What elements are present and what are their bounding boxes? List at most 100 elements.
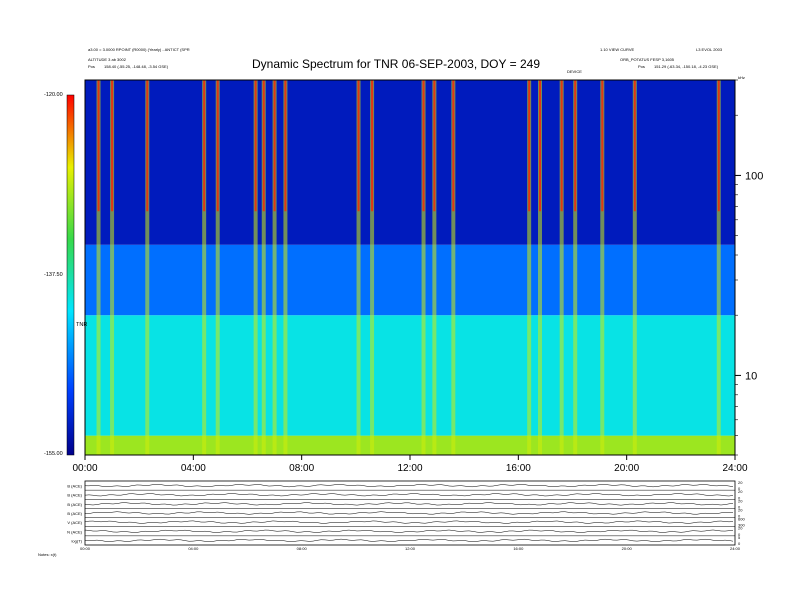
- burst-column: [527, 80, 532, 455]
- burst-column: [432, 80, 437, 455]
- footer-notes: Notes: x(t): [38, 552, 57, 557]
- header-left-line1: a3.00 = 3.0000 RPOINT (R0000) (Yearly) -…: [88, 47, 190, 52]
- burst-column: [215, 80, 220, 455]
- stack-trace: [84, 502, 734, 506]
- stack-tick-label: 20: [738, 498, 743, 503]
- x-tick-label: 08:00: [289, 463, 314, 474]
- x-tick-label: 16:00: [506, 463, 531, 474]
- spectrum-band: [85, 244, 735, 316]
- stack-tick-label: 0: [738, 532, 741, 537]
- x-tick-label: 12:00: [397, 463, 422, 474]
- x-tick-label: 24:00: [722, 463, 747, 474]
- burst-column: [356, 80, 361, 455]
- stack-panel-label: B (ACE): [67, 493, 82, 498]
- stack-tick-label: 0: [738, 541, 741, 546]
- stack-x-tick-label: 16:00: [513, 546, 524, 551]
- burst-column: [145, 80, 150, 455]
- burst-core: [146, 80, 149, 212]
- burst-core: [357, 80, 360, 212]
- burst-core: [203, 80, 206, 212]
- burst-column: [451, 80, 456, 455]
- stack-tick-label: 20: [738, 507, 743, 512]
- burst-column: [96, 80, 101, 455]
- stack-tick-label: 0: [738, 514, 741, 519]
- stack-trace: [84, 538, 734, 542]
- stack-tick-label: 600: [738, 517, 745, 522]
- burst-core: [433, 80, 436, 212]
- burst-core: [216, 80, 219, 212]
- stack-tick-label: 20: [738, 480, 743, 485]
- stack-trace: [84, 529, 734, 533]
- y-tick-label: 10: [745, 370, 757, 382]
- stack-tick-label: 20: [738, 526, 743, 531]
- burst-core: [539, 80, 541, 212]
- burst-column: [559, 80, 564, 455]
- header-right-corner: L3 EVOL 2003: [696, 47, 723, 52]
- x-tick-label: 20:00: [614, 463, 639, 474]
- burst-column: [110, 80, 115, 455]
- stack-tick-label: 0: [738, 504, 741, 509]
- stack-trace: [84, 493, 734, 497]
- colorbar: [66, 94, 75, 456]
- header-left-pos-label: Pos: [88, 64, 95, 69]
- header-right-line1: 1.10 VIEW CURVE: [600, 47, 635, 52]
- burst-column: [261, 80, 266, 455]
- header-left-line2: ALTITUDE 3 ab 3002: [88, 57, 126, 62]
- burst-column: [573, 80, 578, 455]
- burst-core: [422, 80, 425, 212]
- burst-core: [560, 80, 563, 212]
- spectrum-band: [85, 435, 735, 455]
- burst-column: [600, 80, 605, 455]
- burst-column: [253, 80, 258, 455]
- stack-x-tick-label: 24:00: [730, 546, 741, 551]
- header-right-line2: ORB_POTATUS FESP 3,1605: [620, 57, 675, 62]
- header-left-pos-value: 158.40 (-55.25, -148.48, -3.54 GSE): [104, 64, 169, 69]
- burst-core: [528, 80, 531, 212]
- burst-core: [717, 80, 720, 212]
- burst-core: [452, 80, 455, 212]
- burst-column: [421, 80, 426, 455]
- stack-trace: [84, 520, 734, 524]
- burst-core: [111, 80, 114, 212]
- burst-column: [632, 80, 637, 455]
- header-right-pos-value: 151.29 (-63.34, -150.18, -4.23 GSE): [654, 64, 719, 69]
- burst-column: [283, 80, 288, 455]
- spectrum-band: [85, 315, 735, 436]
- stack-tick-label: 5: [738, 535, 741, 540]
- header-right-pos-label: Pos: [638, 64, 645, 69]
- burst-column: [202, 80, 207, 455]
- stack-tick-label: 0: [738, 495, 741, 500]
- stack-panel-label: B (ACE): [67, 484, 82, 489]
- burst-column: [538, 80, 542, 455]
- x-tick-label: 00:00: [72, 463, 97, 474]
- colorbar-top-label: -120.00: [44, 92, 63, 98]
- header-mid-label: DEVICE: [567, 69, 582, 74]
- stack-tick-label: 300: [738, 523, 745, 528]
- stack-tick-label: 0: [738, 486, 741, 491]
- x-tick-label: 04:00: [181, 463, 206, 474]
- stack-panel-label: B (ACE): [67, 502, 82, 507]
- burst-core: [262, 80, 265, 212]
- stack-panel-label: V (ACE): [67, 520, 82, 525]
- stack-trace: [84, 511, 734, 515]
- stack-x-tick-label: 20:00: [622, 546, 633, 551]
- colorbar-unit-label: TNR: [76, 322, 88, 328]
- burst-core: [254, 80, 257, 212]
- stack-x-tick-label: 04:00: [188, 546, 199, 551]
- burst-column: [272, 80, 277, 455]
- stack-panel-label: B (ACE): [67, 511, 82, 516]
- burst-core: [273, 80, 276, 212]
- y-tick-label: 100: [745, 170, 763, 182]
- burst-core: [371, 80, 374, 212]
- burst-core: [601, 80, 604, 212]
- burst-core: [284, 80, 287, 212]
- axis-unit-label: kHz: [738, 75, 745, 80]
- stack-x-tick-label: 12:00: [405, 546, 416, 551]
- stack-x-tick-label: 00:00: [80, 546, 91, 551]
- burst-core: [633, 80, 636, 212]
- colorbar-mid-label: -137.50: [44, 272, 63, 278]
- burst-core: [97, 80, 100, 212]
- stack-tick-label: 20: [738, 489, 743, 494]
- burst-core: [574, 80, 577, 212]
